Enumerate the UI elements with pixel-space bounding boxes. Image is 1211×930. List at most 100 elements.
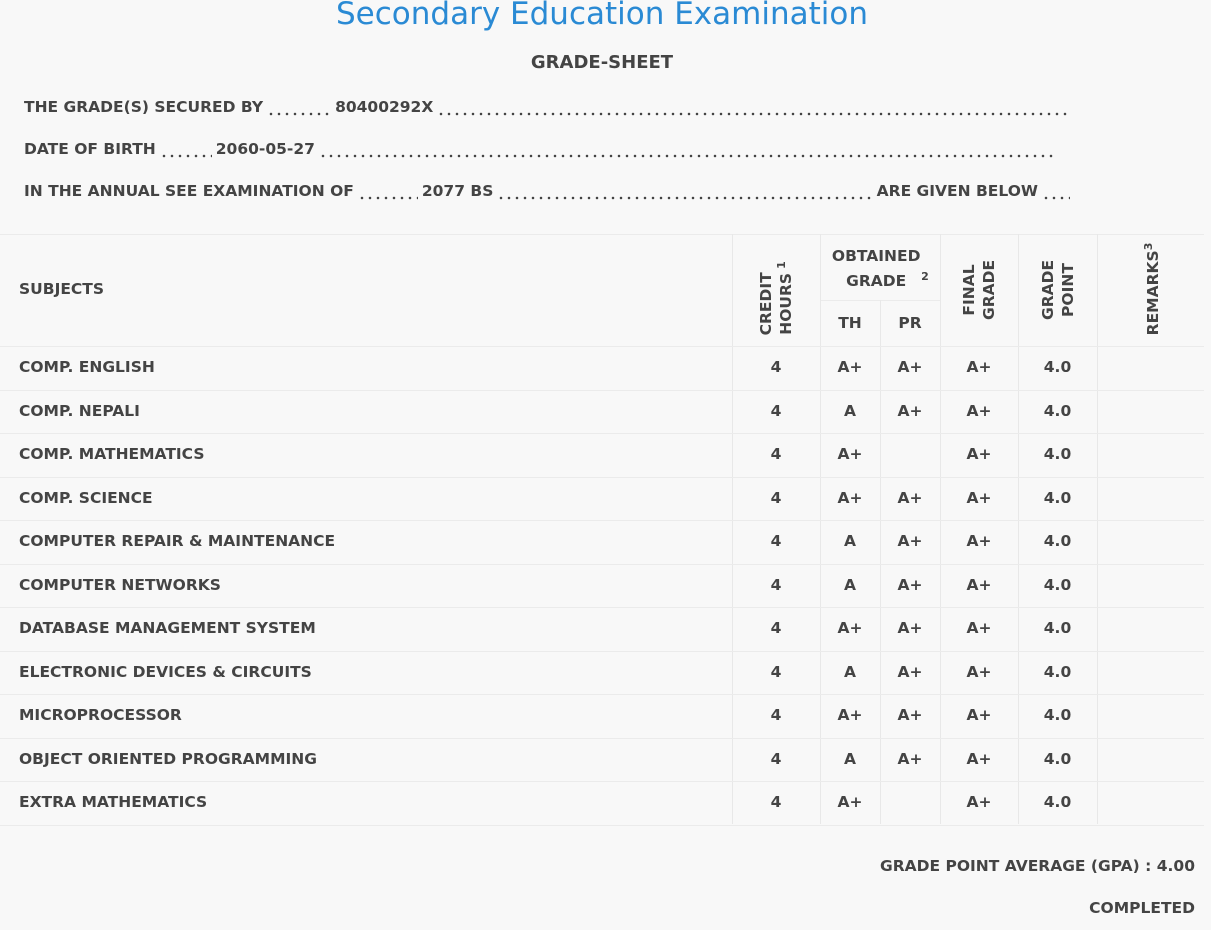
final-grade: A+ [966, 401, 992, 420]
leader [159, 139, 212, 159]
grade-th: A+ [837, 706, 863, 724]
row-border [0, 781, 1204, 782]
grade-th: A [844, 662, 856, 681]
col-border [1018, 234, 1019, 824]
footnote: 2 [921, 269, 929, 283]
gpa-value: 4.00 [1156, 857, 1195, 875]
subject: COMP. ENGLISH [19, 358, 155, 376]
row-border [0, 607, 1204, 608]
grade-th: A [844, 532, 856, 550]
header-text: OBTAINED GRADE [831, 247, 921, 290]
credit-hours: 4 [770, 401, 782, 420]
status: COMPLETED [1089, 899, 1195, 917]
value: 80400292X [335, 98, 434, 116]
grade-pr: A+ [897, 749, 923, 768]
grade-pr: A+ [897, 488, 923, 507]
header-text: FINAL GRADE [960, 259, 998, 320]
row-border [0, 824, 1204, 826]
leader [1042, 181, 1070, 201]
header-text: REMARKS [1144, 250, 1163, 336]
final-grade: A+ [966, 662, 992, 681]
header-remarks: REMARKS3 [1139, 229, 1163, 349]
subject: COMP. NEPALI [19, 401, 140, 420]
grade-point: 4.0 [1043, 749, 1072, 768]
label: DATE OF BIRTH [24, 140, 156, 158]
row-border [0, 476, 1204, 478]
subject: COMPUTER REPAIR & MAINTENANCE [19, 532, 336, 550]
col-border [732, 234, 733, 824]
leader [318, 139, 1056, 159]
final-grade: A+ [966, 445, 992, 463]
row-border [0, 346, 1204, 347]
grade-th: A+ [837, 488, 863, 507]
row-border [0, 650, 1204, 652]
footnote: 1 [774, 261, 788, 269]
grade-th: A+ [837, 358, 863, 376]
value: 2060-05-27 [215, 140, 315, 158]
credit-hours: 4 [770, 749, 782, 768]
header-credit: CREDIT HOURS 1 [756, 230, 796, 370]
suffix: ARE GIVEN BELOW [876, 182, 1038, 200]
credit-hours: 4 [770, 445, 782, 463]
row-border [0, 694, 1204, 695]
col-border [1097, 234, 1098, 824]
subject: MICROPROCESSOR [19, 706, 182, 724]
grade-th: A [844, 575, 856, 594]
col-border [820, 234, 821, 824]
subject: EXTRA MATHEMATICS [19, 793, 208, 811]
credit-hours: 4 [770, 575, 782, 594]
leader [267, 97, 332, 117]
subtitle: GRADE-SHEET [530, 52, 674, 73]
header-subjects: SUBJECTS [19, 280, 105, 298]
grade-point: 4.0 [1043, 445, 1072, 463]
row-border [0, 737, 1204, 739]
row-border [0, 389, 1204, 391]
final-grade: A+ [966, 749, 992, 768]
grade-pr: A+ [897, 401, 923, 420]
header-final: FINAL GRADE [959, 225, 999, 355]
grade-pr: A+ [897, 358, 923, 376]
info-line: IN THE ANNUAL SEE EXAMINATION OF 2077 BS… [24, 181, 1074, 201]
subject: COMP. MATHEMATICS [19, 445, 205, 463]
grade-point: 4.0 [1043, 358, 1072, 376]
row-border [0, 433, 1204, 434]
grade-th: A+ [837, 793, 863, 811]
info-line: THE GRADE(S) SECURED BY 80400292X [24, 97, 1074, 117]
header-text: GRADE POINT [1039, 259, 1077, 320]
grade-th: A+ [837, 445, 863, 463]
grade-point: 4.0 [1043, 706, 1072, 724]
grade-pr: A+ [897, 706, 923, 724]
label: IN THE ANNUAL SEE EXAMINATION OF [24, 182, 354, 200]
credit-hours: 4 [770, 662, 782, 681]
row-border [0, 520, 1204, 521]
credit-hours: 4 [770, 793, 782, 811]
final-grade: A+ [966, 619, 992, 637]
leader [437, 97, 1070, 117]
credit-hours: 4 [770, 532, 782, 550]
grade-point: 4.0 [1043, 401, 1072, 420]
header-th: TH [838, 314, 862, 332]
grade-th: A [844, 401, 856, 420]
info-line: DATE OF BIRTH 2060-05-27 [24, 139, 1060, 159]
header-point: GRADE POINT [1038, 225, 1078, 355]
footnote: 3 [1142, 242, 1155, 251]
subject: COMP. SCIENCE [19, 488, 153, 507]
final-grade: A+ [966, 575, 992, 594]
grade-pr: A+ [897, 662, 923, 681]
credit-hours: 4 [770, 706, 782, 724]
subject: DATABASE MANAGEMENT SYSTEM [19, 619, 316, 637]
final-grade: A+ [966, 488, 992, 507]
header-pr: PR [898, 314, 922, 332]
title: Secondary Education Examination [336, 0, 868, 32]
grade-point: 4.0 [1043, 575, 1072, 594]
grade-pr: A+ [897, 532, 923, 550]
subject: ELECTRONIC DEVICES & CIRCUITS [19, 662, 312, 681]
grade-th: A+ [837, 619, 863, 637]
value: 2077 BS [421, 182, 494, 200]
grade-th: A [844, 749, 856, 768]
credit-hours: 4 [770, 488, 782, 507]
row-border [0, 563, 1204, 565]
col-border [940, 234, 941, 824]
grade-point: 4.0 [1043, 619, 1072, 637]
